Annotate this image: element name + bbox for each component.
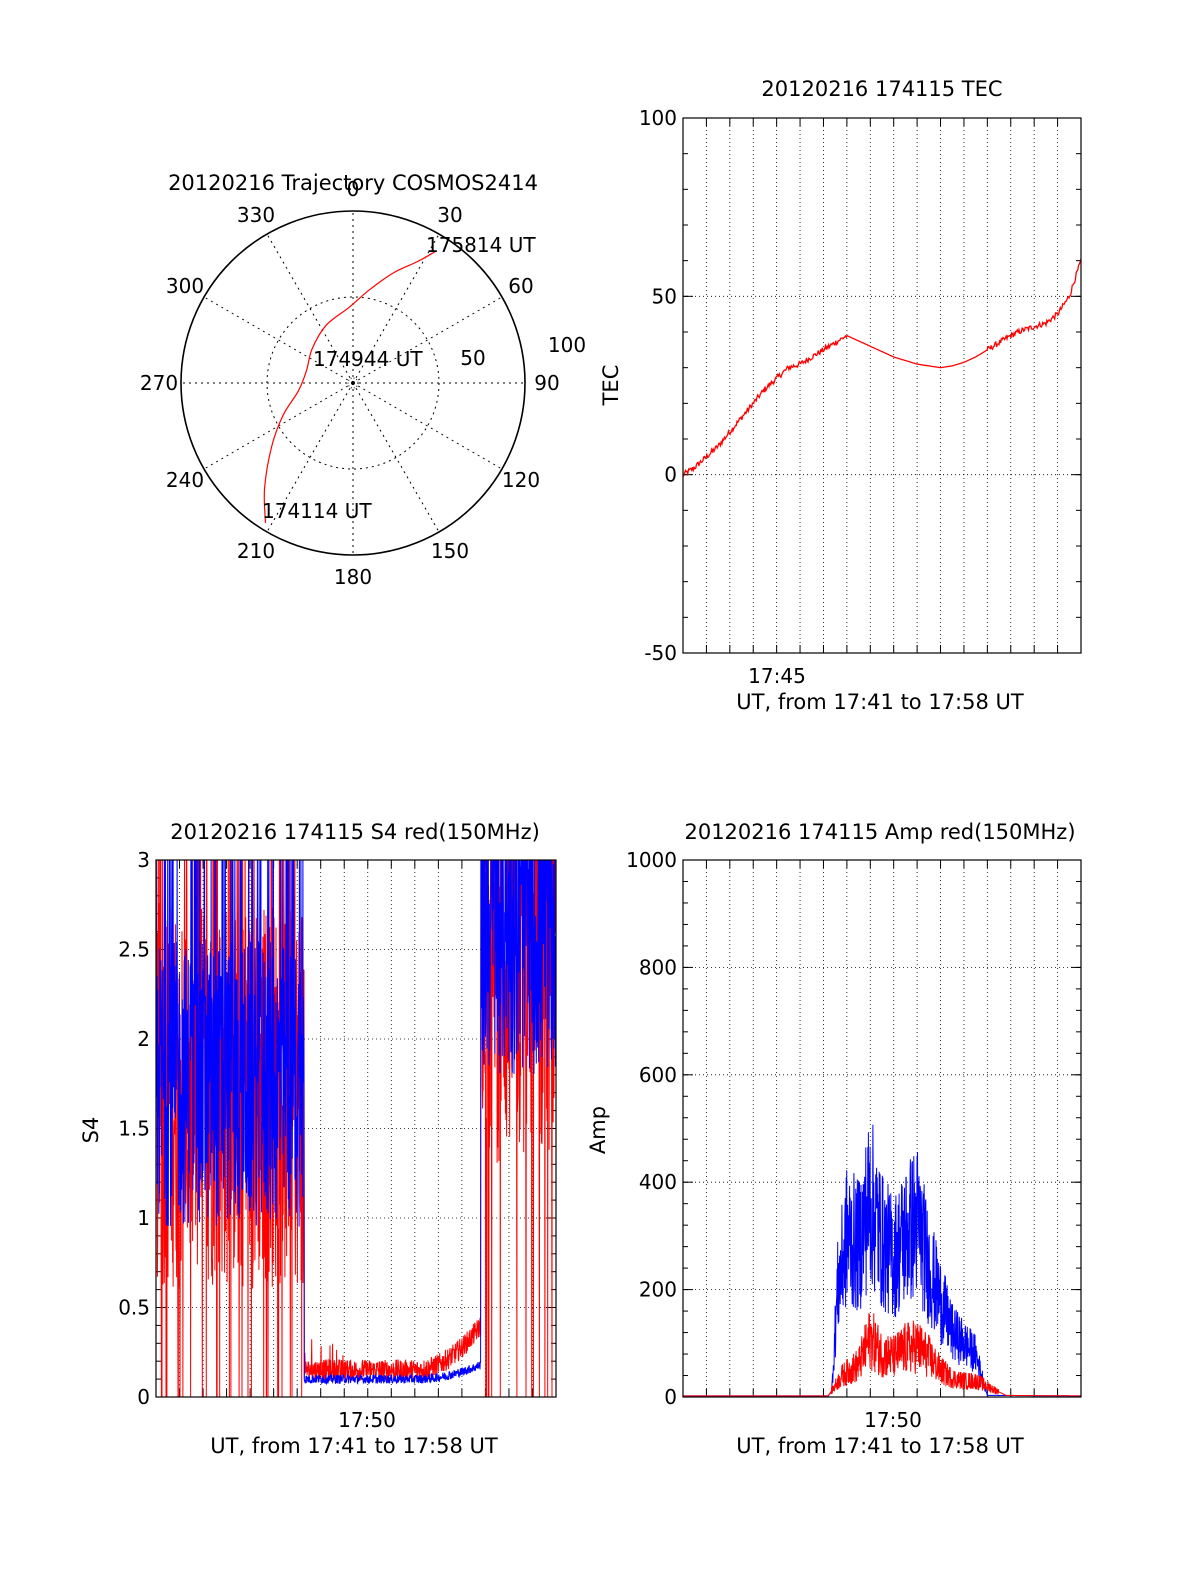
tec-x-axis-label: UT, from 17:41 to 17:58 UT bbox=[736, 690, 1024, 714]
polar-labels: 0 30 60 90 120 150 180 210 240 270 300 330 50 100 bbox=[140, 177, 586, 589]
s4-x-tick-label: 17:50 bbox=[338, 1408, 396, 1432]
s4-y-axis-label: S4 bbox=[79, 1117, 103, 1144]
polar-spoke bbox=[266, 382, 354, 533]
s4-blue-series-line bbox=[156, 860, 556, 1386]
amp-grid bbox=[683, 860, 1081, 1397]
amp-title: 20120216 174115 Amp red(150MHz) bbox=[684, 820, 1075, 844]
annotation-start-time: 174114 UT bbox=[262, 499, 372, 523]
polar-spoke bbox=[352, 382, 440, 533]
s4-title: 20120216 174115 S4 red(150MHz) bbox=[170, 820, 540, 844]
trajectory-title: 20120216 Trajectory COSMOS2414 bbox=[168, 171, 538, 195]
polar-spoke bbox=[352, 296, 503, 384]
polar-azimuth-label: 0 bbox=[347, 177, 360, 201]
y-tick-label: 0 bbox=[137, 1385, 150, 1409]
y-tick-label: 2 bbox=[137, 1027, 150, 1051]
polar-outer-ring bbox=[180, 210, 526, 556]
s4-plot-frame bbox=[155, 859, 557, 1398]
y-tick-label: 0 bbox=[664, 1385, 677, 1409]
amp-x-tick-label: 17:50 bbox=[864, 1408, 922, 1432]
polar-azimuth-label: 90 bbox=[534, 371, 559, 395]
polar-azimuth-label: 120 bbox=[502, 468, 540, 492]
polar-azimuth-label: 240 bbox=[166, 468, 204, 492]
polar-azimuth-label: 150 bbox=[431, 539, 469, 563]
polar-spoke bbox=[266, 233, 354, 384]
polar-spoke bbox=[203, 296, 354, 384]
polar-spoke bbox=[352, 382, 503, 470]
trajectory-track bbox=[263, 251, 436, 524]
y-tick-label: 0 bbox=[664, 463, 677, 487]
tec-ticks: -50 0 50 100 bbox=[639, 106, 1081, 665]
polar-center-ring bbox=[347, 377, 359, 389]
polar-azimuth-label: 300 bbox=[166, 274, 204, 298]
s4-panel: 20120216 174115 S4 red(150MHz) 0 0.5 1 1.5 2… bbox=[79, 820, 557, 1458]
y-tick-label: 0.5 bbox=[118, 1296, 150, 1320]
y-tick-label: 1 bbox=[137, 1206, 150, 1230]
y-tick-label: 3 bbox=[137, 848, 150, 872]
amp-red-series-line bbox=[683, 1313, 1081, 1397]
polar-azimuth-label: 210 bbox=[237, 539, 275, 563]
polar-azimuth-label: 180 bbox=[334, 565, 372, 589]
y-tick-label: 1000 bbox=[626, 848, 677, 872]
y-tick-label: 400 bbox=[639, 1170, 677, 1194]
polar-azimuth-label: 60 bbox=[508, 274, 533, 298]
s4-x-axis-label: UT, from 17:41 to 17:58 UT bbox=[210, 1434, 498, 1458]
amp-ticks: 0 200 400 600 800 1000 bbox=[626, 848, 1081, 1409]
y-tick-label: 1.5 bbox=[118, 1117, 150, 1141]
y-tick-label: 600 bbox=[639, 1063, 677, 1087]
amp-plot-frame bbox=[682, 859, 1082, 1398]
amp-y-axis-label: Amp bbox=[586, 1106, 610, 1154]
tec-plot-frame bbox=[682, 117, 1082, 654]
y-tick-label: 800 bbox=[639, 955, 677, 979]
polar-azimuth-label: 270 bbox=[140, 371, 178, 395]
polar-azimuth-label: 330 bbox=[237, 203, 275, 227]
y-tick-label: 50 bbox=[652, 284, 677, 308]
s4-ticks: 0 0.5 1 1.5 2 2.5 3 bbox=[118, 848, 556, 1409]
polar-azimuth-label: 30 bbox=[437, 203, 462, 227]
polar-grid bbox=[180, 210, 526, 556]
amp-x-axis-label: UT, from 17:41 to 17:58 UT bbox=[736, 1434, 1024, 1458]
tec-panel: 20120216 174115 TEC -50 0 50 100 17:45 UT, … bbox=[599, 77, 1082, 714]
annotation-mid-time: 174944 UT bbox=[313, 347, 423, 371]
tec-x-tick-label: 17:45 bbox=[748, 664, 806, 688]
tec-title: 20120216 174115 TEC bbox=[761, 77, 1002, 101]
y-tick-label: 2.5 bbox=[118, 938, 150, 962]
polar-spoke bbox=[352, 233, 440, 384]
y-tick-label: -50 bbox=[644, 641, 677, 665]
y-tick-label: 100 bbox=[639, 106, 677, 130]
tec-grid bbox=[683, 118, 1081, 653]
amp-panel: 20120216 174115 Amp red(150MHz) 0 200 400 6… bbox=[586, 820, 1082, 1458]
tec-series-line bbox=[682, 258, 1082, 477]
polar-radial-label: 50 bbox=[460, 346, 485, 370]
tec-y-axis-label: TEC bbox=[599, 365, 623, 407]
y-tick-label: 200 bbox=[639, 1278, 677, 1302]
polar-radial-label: 100 bbox=[548, 333, 586, 357]
annotation-end-time: 175814 UT bbox=[426, 233, 536, 257]
trajectory-panel: 20120216 Trajectory COSMOS2414 0 30 60 90 12… bbox=[140, 171, 586, 589]
amp-blue-series-line bbox=[683, 1124, 1081, 1397]
